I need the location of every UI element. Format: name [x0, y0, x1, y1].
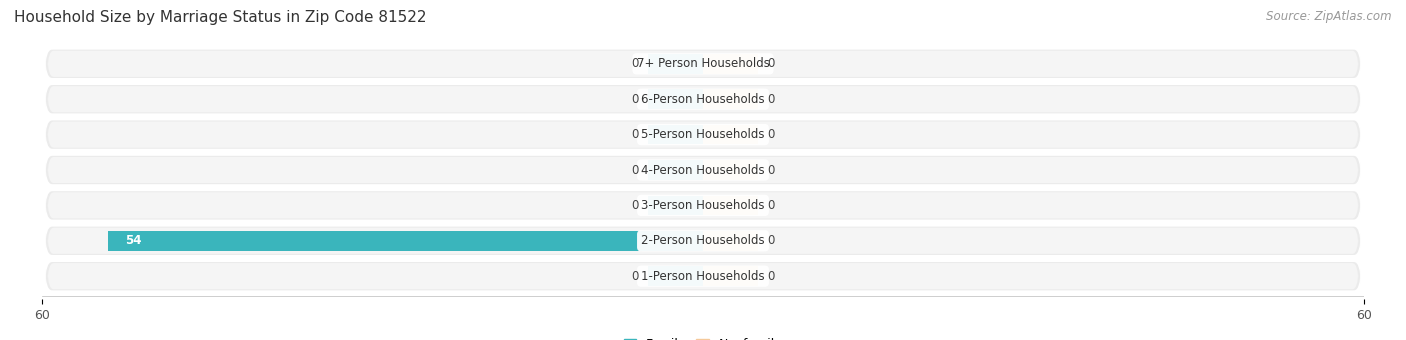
Text: 54: 54	[125, 234, 141, 247]
FancyBboxPatch shape	[45, 156, 1361, 184]
FancyBboxPatch shape	[45, 262, 1361, 290]
Text: 4-Person Households: 4-Person Households	[641, 164, 765, 176]
Bar	[648, 125, 703, 144]
FancyBboxPatch shape	[48, 228, 1358, 254]
Bar	[703, 231, 758, 251]
FancyBboxPatch shape	[45, 227, 1361, 255]
Text: 2-Person Households: 2-Person Households	[641, 234, 765, 247]
Bar	[703, 267, 758, 286]
Bar	[648, 89, 703, 109]
Bar	[648, 54, 703, 73]
Text: 0: 0	[631, 128, 640, 141]
Text: 0: 0	[631, 270, 640, 283]
Legend: Family, Nonfamily: Family, Nonfamily	[619, 333, 787, 340]
Text: Source: ZipAtlas.com: Source: ZipAtlas.com	[1267, 10, 1392, 23]
FancyBboxPatch shape	[48, 192, 1358, 219]
FancyBboxPatch shape	[48, 86, 1358, 112]
Text: 0: 0	[766, 234, 775, 247]
Text: 3-Person Households: 3-Person Households	[641, 199, 765, 212]
FancyBboxPatch shape	[45, 85, 1361, 113]
Bar	[648, 160, 703, 180]
FancyBboxPatch shape	[48, 263, 1358, 289]
Text: 0: 0	[631, 57, 640, 70]
Text: 0: 0	[766, 128, 775, 141]
FancyBboxPatch shape	[48, 51, 1358, 77]
Text: 0: 0	[766, 199, 775, 212]
Bar	[648, 267, 703, 286]
Bar	[703, 125, 758, 144]
FancyBboxPatch shape	[45, 120, 1361, 149]
FancyBboxPatch shape	[48, 157, 1358, 183]
Text: 0: 0	[766, 93, 775, 106]
Text: 0: 0	[631, 199, 640, 212]
Bar	[703, 195, 758, 215]
Text: 0: 0	[766, 270, 775, 283]
Text: 0: 0	[766, 164, 775, 176]
Text: 0: 0	[631, 93, 640, 106]
Bar	[703, 54, 758, 73]
Bar	[703, 160, 758, 180]
FancyBboxPatch shape	[45, 191, 1361, 220]
FancyBboxPatch shape	[45, 50, 1361, 78]
Text: 0: 0	[631, 164, 640, 176]
Bar	[648, 195, 703, 215]
Text: 1-Person Households: 1-Person Households	[641, 270, 765, 283]
Text: 6-Person Households: 6-Person Households	[641, 93, 765, 106]
Bar	[703, 89, 758, 109]
Bar	[108, 231, 703, 251]
Text: Household Size by Marriage Status in Zip Code 81522: Household Size by Marriage Status in Zip…	[14, 10, 426, 25]
Text: 0: 0	[766, 57, 775, 70]
Text: 5-Person Households: 5-Person Households	[641, 128, 765, 141]
Text: 7+ Person Households: 7+ Person Households	[637, 57, 769, 70]
FancyBboxPatch shape	[48, 121, 1358, 148]
